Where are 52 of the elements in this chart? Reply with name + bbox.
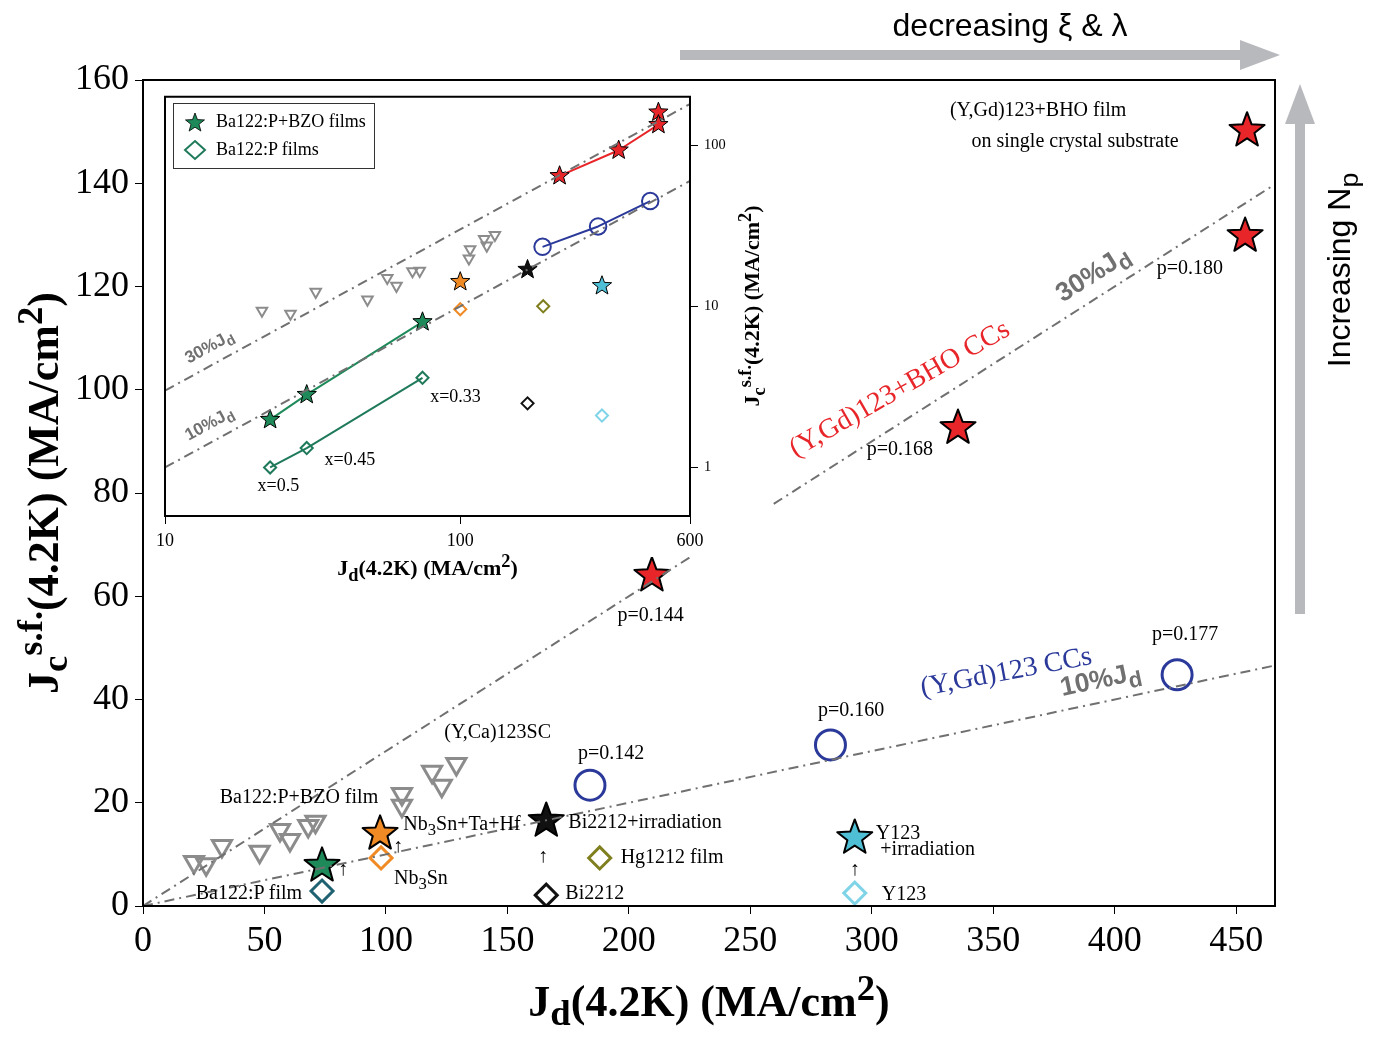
text: decreasing ξ & λ [892,7,1128,43]
annotation: Y123 [881,882,927,905]
annotation: Ba122:P+BZO film [219,785,379,808]
x-axis-title: J$_{d}$(4.2K) (MA/cm$^{2}$) [337,550,518,585]
x-tick-label: 250 [723,919,778,960]
legend-label: Ba122:P+BZO films [216,111,366,133]
x-tick-label: 10 [156,529,174,550]
annotation: ↑ [538,843,549,866]
annotation: Nb$_{3}$Sn+Ta+Hf [403,812,521,840]
annotation: p=0.180 [1156,255,1224,278]
legend-label: Ba122:P films [216,139,319,161]
x-tick-label: 400 [1087,919,1142,960]
y-tick-label: 10 [704,297,719,314]
annotation: Ba122:P film [195,881,303,904]
x-tick-label: 100 [446,529,474,550]
annotation: p=0.177 [1151,621,1219,644]
annotation: Hg1212 film [620,844,724,867]
annotation: p=0.142 [577,741,645,764]
y-tick-label: 60 [93,573,129,614]
annotation: ↑ [337,856,348,879]
annotation: Bi2212 [565,881,625,904]
y-tick-label: 80 [93,470,129,511]
x-tick-label: 150 [480,919,535,960]
y-tick-label: 100 [704,135,726,152]
x-tick-label: 300 [844,919,899,960]
annotation: on single crystal substrate [971,128,1179,151]
annotation: x=0.45 [324,448,376,469]
y-tick-label: 1 [704,458,712,475]
y-tick-label: 40 [93,676,129,717]
annotation: (Y,Ca)123SC [444,719,552,742]
x-tick-label: 350 [966,919,1021,960]
x-axis-title: J$_{d}$(4.2K) (MA/cm$^{2}$) [528,966,890,1034]
annotation: Bi2212+irradiation [568,809,722,832]
y-tick-label: 0 [111,883,129,924]
annotation: x=0.5 [257,474,300,495]
annotation: Nb$_{3}$Sn [393,866,448,894]
y-tick-label: 140 [75,160,129,201]
x-tick-label: 50 [246,919,283,960]
annotation: x=0.33 [430,385,481,406]
annotation: (Y,Gd)123+BHO film [949,98,1127,121]
annotation: p=0.144 [617,602,684,625]
x-tick-label: 200 [601,919,656,960]
y-tick-label: 20 [93,780,129,821]
x-tick-label: 450 [1209,919,1264,960]
annotation: ↑ [849,856,860,879]
x-tick-label: 100 [358,919,413,960]
annotation: p=0.160 [817,697,885,720]
y-tick-label: 120 [75,263,129,304]
y-tick-label: 160 [75,57,129,98]
annotation: ↑ [393,834,404,857]
y-tick-label: 100 [75,367,129,408]
x-tick-label: 600 [676,529,704,550]
